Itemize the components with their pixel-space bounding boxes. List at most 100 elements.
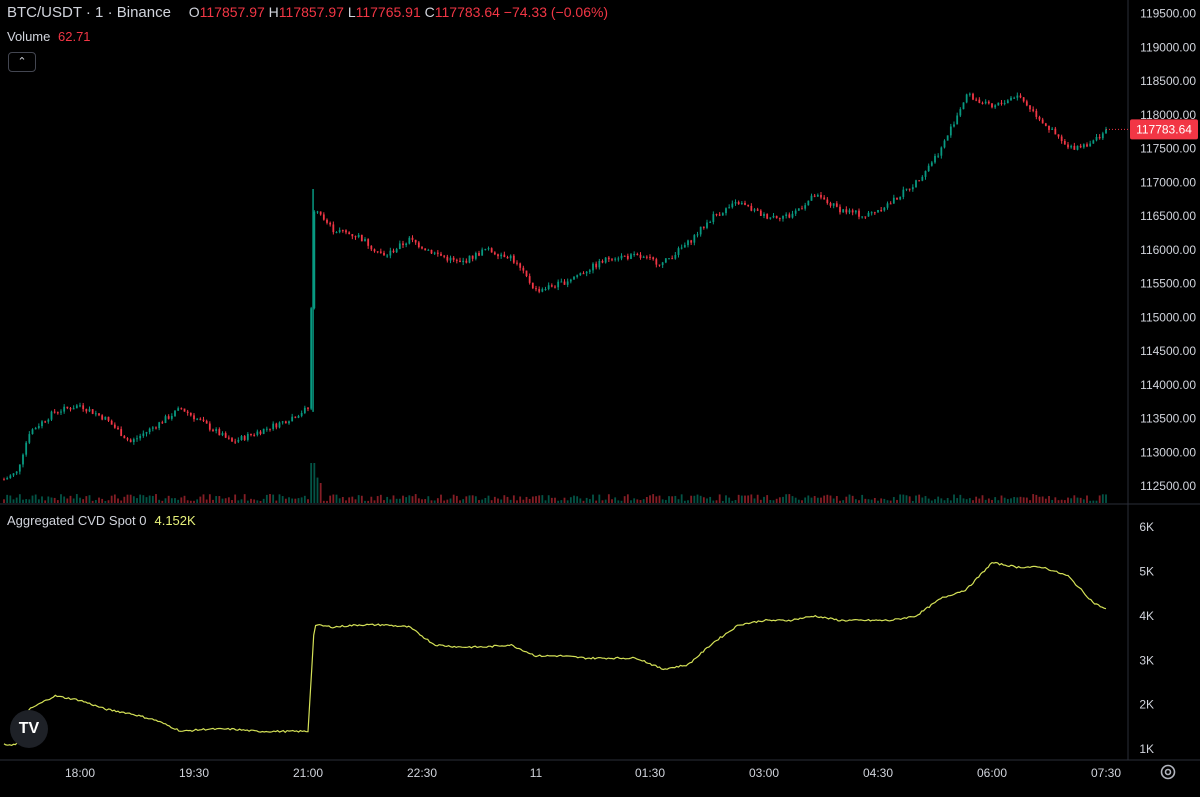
volume-bar (997, 500, 1000, 503)
volume-bar (655, 496, 658, 503)
candle-body (864, 216, 867, 218)
candle-body (193, 415, 195, 420)
symbol-name[interactable]: BTC/USDT · 1 · Binance (7, 4, 171, 21)
candle-body (478, 253, 480, 256)
candle-body (1051, 128, 1054, 130)
volume-bar (516, 500, 518, 503)
candle-body (671, 258, 674, 260)
volume-bar (354, 499, 357, 503)
candle-body (256, 431, 259, 435)
candle-body (839, 206, 841, 213)
gear-icon[interactable] (1158, 762, 1178, 782)
candle-body (1010, 97, 1012, 101)
candle-body (991, 103, 993, 108)
candle-body (481, 249, 484, 256)
volume-bar (189, 500, 192, 503)
volume-bar (6, 494, 9, 503)
candle-body (848, 210, 851, 213)
volume-bar (788, 494, 791, 503)
cvd-value: 4.152K (154, 513, 196, 528)
volume-bar (987, 498, 990, 503)
volume-bar (110, 495, 113, 503)
volume-bar (807, 495, 810, 503)
candle-body (588, 270, 591, 272)
candle-body (965, 94, 968, 103)
volume-bar (883, 498, 886, 503)
candle-body (367, 239, 370, 246)
volume-bar (538, 495, 541, 503)
volume-bar (50, 497, 53, 503)
volume-bar (614, 497, 617, 503)
candle-body (630, 254, 632, 259)
candle-body (186, 411, 189, 413)
candle-body (1060, 136, 1063, 141)
candle-body (930, 162, 933, 166)
volume-bar (778, 497, 781, 503)
candle-body (389, 250, 392, 256)
candle-body (351, 234, 354, 237)
volume-bar (481, 499, 484, 503)
cvd-label: Aggregated CVD Spot 0 (7, 513, 147, 528)
candle-body (683, 245, 686, 248)
volume-bar (962, 498, 965, 503)
candle-body (468, 255, 471, 263)
volume-bar (231, 500, 233, 503)
volume-bar (690, 495, 693, 503)
chevron-up-icon: ⌃ (17, 56, 27, 68)
candle-body (715, 214, 718, 216)
volume-bar (525, 496, 528, 503)
candle-body (329, 222, 332, 225)
candle-body (240, 436, 243, 441)
candle-body (1038, 116, 1041, 120)
volume-bar (877, 500, 879, 503)
volume-bar (405, 497, 408, 503)
candle-body (592, 263, 594, 271)
candle-body (937, 155, 940, 157)
candle-body (883, 207, 886, 211)
volume-bar (386, 496, 389, 503)
candle-body (835, 203, 838, 207)
candle-body (139, 435, 142, 439)
volume-bar (164, 498, 167, 503)
volume-bar (142, 495, 145, 503)
volume-bar (436, 498, 439, 503)
volume-bar (861, 494, 864, 503)
candle-body (60, 411, 62, 413)
candle-body (915, 180, 917, 188)
volume-bar (288, 497, 290, 503)
volume-bar (740, 495, 743, 503)
tradingview-logo-icon[interactable]: TV (10, 710, 48, 748)
volume-bar (151, 495, 154, 503)
volume-bar (554, 497, 556, 503)
collapse-legend-button[interactable]: ⌃ (8, 52, 36, 72)
price-tick-label: 118000.00 (1140, 108, 1196, 122)
candle-body (348, 232, 351, 235)
candle-body (341, 230, 344, 232)
candle-body (395, 249, 398, 253)
volume-bar (186, 500, 189, 503)
volume-bar (120, 500, 123, 503)
volume-bar (1076, 497, 1079, 503)
volume-bar (493, 496, 496, 503)
volume-bar (968, 498, 971, 503)
candle-body (927, 165, 930, 172)
volume-bar (63, 496, 66, 503)
candle-body (687, 240, 689, 246)
candle-body (503, 254, 506, 258)
volume-bar (934, 499, 936, 503)
price-tick-label: 119500.00 (1140, 7, 1196, 21)
candle-body (1032, 109, 1035, 111)
candle-body (886, 203, 889, 208)
time-tick-label: 06:00 (977, 766, 1007, 780)
candle-body (728, 207, 731, 209)
candle-body (535, 288, 537, 290)
candle-body (148, 428, 151, 433)
volume-bar (161, 500, 164, 503)
candle-body (253, 434, 256, 436)
volume-bar (1038, 496, 1041, 503)
cvd-tick-label: 5K (1139, 565, 1154, 579)
candle-body (636, 254, 639, 256)
candle-body (994, 105, 997, 108)
candle-body (136, 438, 138, 440)
